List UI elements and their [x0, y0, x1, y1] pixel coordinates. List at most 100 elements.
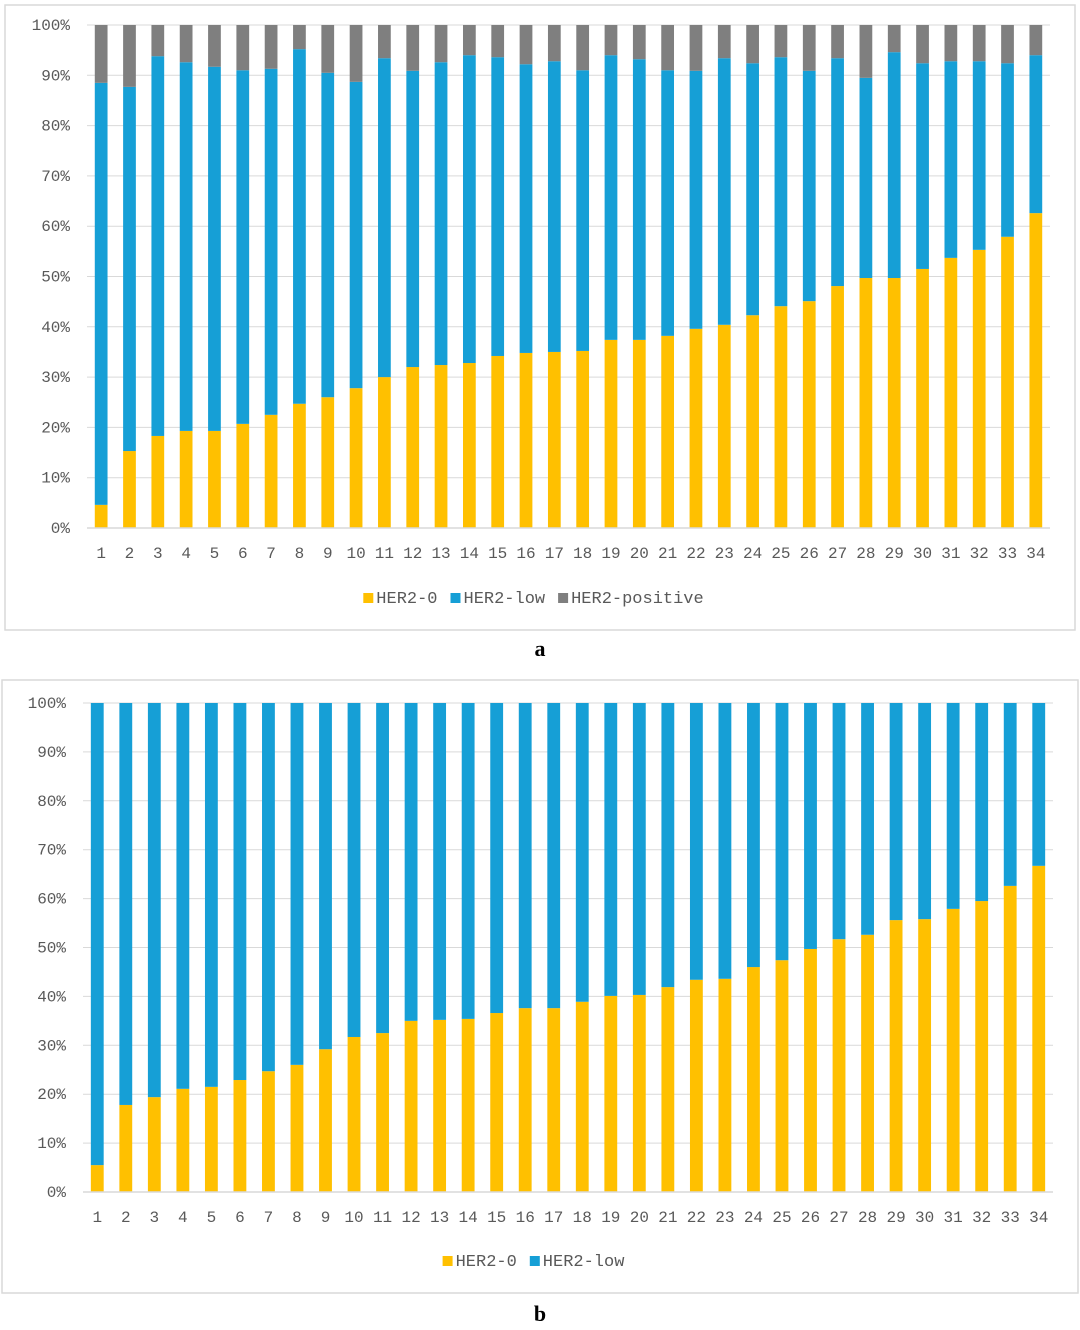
bar-her2-0: [547, 1008, 561, 1192]
x-tick-label: 25: [772, 1209, 791, 1227]
bar-her2-positive: [179, 25, 193, 63]
y-tick-label: 50%: [37, 940, 66, 958]
bar-her2-low: [774, 57, 788, 307]
legend-label-her2-positive: HER2-positive: [571, 590, 704, 609]
x-tick-label: 24: [744, 1209, 763, 1227]
bar-her2-0: [604, 995, 618, 1192]
bar-her2-low: [519, 64, 533, 353]
bar-her2-positive: [689, 25, 703, 71]
y-tick-label: 30%: [37, 1037, 66, 1055]
bar-her2-0: [747, 967, 760, 1192]
bar-her2-0: [689, 328, 703, 528]
bar-her2-low: [575, 703, 589, 1002]
bar-her2-low: [632, 703, 646, 995]
x-tick-label: 1: [92, 1209, 102, 1227]
bar-her2-low: [179, 62, 193, 431]
x-tick-label: 7: [264, 1209, 274, 1227]
x-tick-label: 26: [801, 1209, 820, 1227]
x-tick-label: 9: [321, 1209, 331, 1227]
legend-swatch-her2-low: [450, 593, 461, 603]
legend-label-her2-low: HER2-low: [464, 590, 546, 609]
y-tick-label: 70%: [41, 168, 70, 186]
x-tick-label: 11: [375, 545, 394, 563]
y-tick-label: 20%: [37, 1086, 66, 1104]
bar-her2-low: [94, 82, 108, 505]
bar-her2-positive: [632, 25, 646, 60]
bar-her2-low: [151, 56, 165, 436]
legend-label-her2-0: HER2-0: [456, 1253, 517, 1272]
bar-her2-low: [718, 703, 732, 979]
bar-her2-low: [490, 703, 504, 1014]
bar-her2-low: [434, 62, 448, 366]
x-tick-label: 20: [630, 545, 649, 563]
bar-her2-0: [349, 388, 363, 528]
x-tick-label: 19: [601, 545, 620, 563]
y-tick-label: 20%: [41, 419, 70, 437]
legend-swatch-her2-0: [363, 593, 374, 603]
bar-her2-0: [1003, 885, 1017, 1192]
bar-her2-low: [233, 703, 247, 1081]
x-tick-label: 3: [153, 545, 163, 563]
y-tick-label: 90%: [37, 744, 66, 762]
bar-her2-0: [319, 1049, 332, 1192]
bar-her2-positive: [972, 25, 986, 62]
y-tick-label: 70%: [37, 842, 66, 860]
x-tick-label: 34: [1026, 545, 1045, 563]
bar-her2-0: [491, 355, 505, 528]
x-tick-label: 32: [970, 545, 989, 563]
bar-her2-positive: [94, 25, 108, 83]
bar-her2-0: [519, 352, 533, 528]
chart-border: [1, 679, 1079, 1294]
x-tick-label: 6: [238, 545, 248, 563]
x-tick-label: 19: [601, 1209, 620, 1227]
bar-her2-0: [831, 286, 844, 528]
y-tick-label: 0%: [47, 1184, 67, 1202]
legend-label-her2-low: HER2-low: [543, 1253, 625, 1272]
x-tick-label: 2: [121, 1209, 131, 1227]
x-tick-label: 30: [915, 1209, 934, 1227]
x-tick-label: 27: [828, 545, 847, 563]
bar-her2-positive: [519, 25, 533, 65]
bar-her2-low: [661, 70, 675, 336]
bar-her2-low: [831, 58, 844, 287]
bar-her2-positive: [944, 25, 958, 62]
bar-her2-0: [889, 920, 903, 1192]
bar-her2-positive: [123, 25, 136, 87]
bar-her2-0: [123, 451, 136, 528]
x-tick-label: 23: [715, 545, 734, 563]
bar-her2-low: [717, 58, 731, 325]
x-tick-label: 16: [516, 1209, 535, 1227]
bar-her2-low: [802, 70, 816, 302]
bar-her2-0: [376, 1033, 389, 1192]
bar-her2-positive: [1001, 25, 1014, 64]
bar-her2-0: [290, 1064, 304, 1192]
bar-her2-positive: [293, 25, 306, 50]
x-tick-label: 33: [998, 545, 1017, 563]
x-tick-label: 25: [771, 545, 790, 563]
bar-her2-0: [1029, 213, 1043, 528]
bar-her2-0: [916, 268, 929, 528]
bar-her2-0: [547, 351, 561, 528]
bar-her2-0: [632, 339, 646, 528]
bar-her2-low: [321, 72, 335, 398]
bar-her2-low: [461, 703, 475, 1019]
bar-her2-0: [576, 350, 590, 528]
bar-her2-low: [208, 66, 221, 431]
bar-her2-low: [861, 703, 874, 935]
bar-her2-low: [376, 703, 389, 1034]
y-tick-label: 80%: [37, 793, 66, 811]
bar-her2-0: [946, 908, 960, 1192]
bar-her2-0: [1001, 236, 1014, 528]
bar-her2-0: [404, 1020, 418, 1192]
bar-her2-positive: [604, 25, 618, 56]
y-tick-label: 40%: [41, 319, 70, 337]
x-tick-label: 5: [207, 1209, 217, 1227]
bar-her2-low: [576, 70, 590, 351]
bar-her2-0: [434, 365, 448, 528]
x-tick-label: 29: [886, 1209, 905, 1227]
bar-her2-positive: [576, 25, 590, 71]
bar-her2-low: [661, 703, 675, 988]
x-tick-label: 3: [150, 1209, 160, 1227]
bar-her2-0: [604, 339, 618, 528]
x-tick-label: 31: [944, 1209, 963, 1227]
